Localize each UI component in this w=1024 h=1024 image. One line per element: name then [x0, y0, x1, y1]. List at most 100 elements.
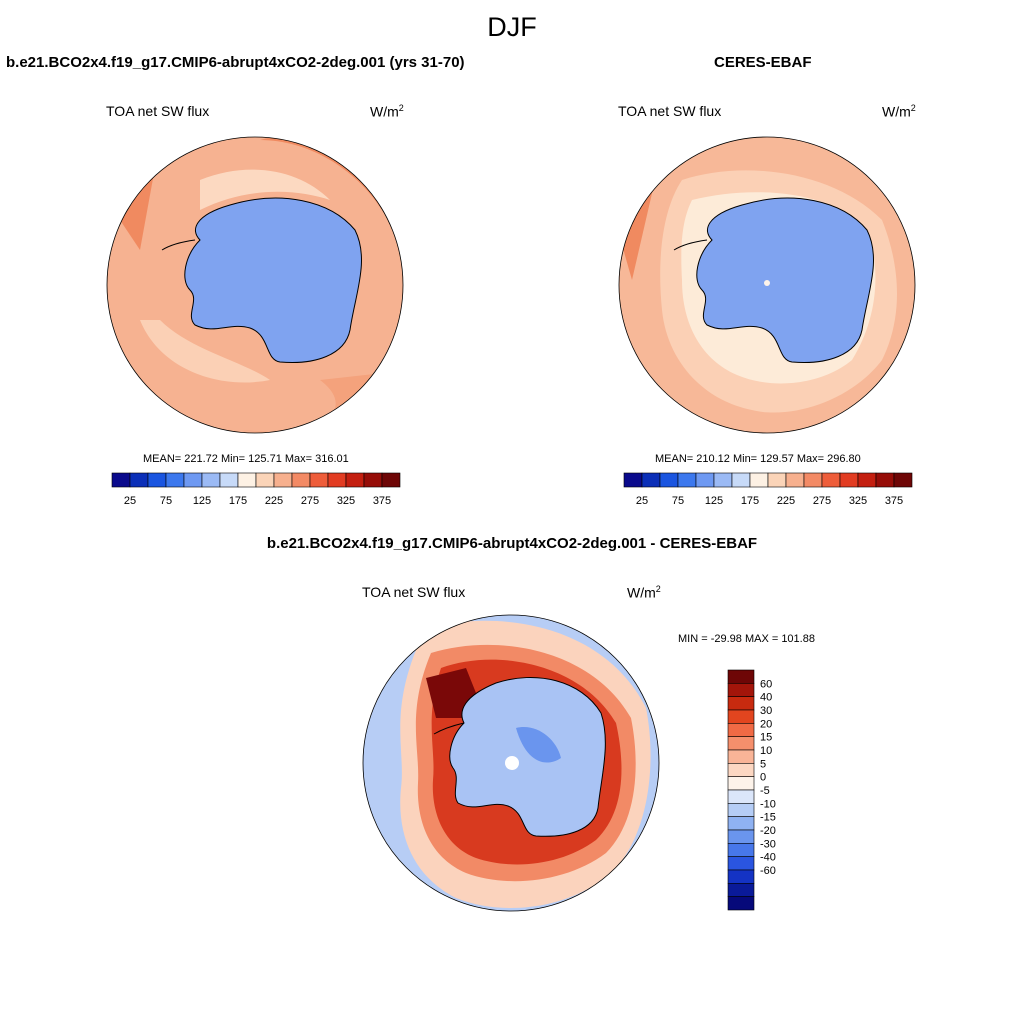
- panel1-colorbar: 25 75 125 175 225 275 325 375: [111, 472, 401, 507]
- panel1-colorbar-box-3: [165, 472, 185, 488]
- panel1-colorbar-box-4: [183, 472, 203, 488]
- panel1-colorbar-label-2: 125: [193, 495, 211, 507]
- panel1-units-label: W/m2: [370, 103, 404, 120]
- figure-title: DJF: [487, 12, 537, 42]
- panel3-colorbar-label-9: -10: [760, 798, 776, 810]
- panel1-variable-label: TOA net SW flux: [106, 103, 210, 119]
- panel2-peninsula: [673, 239, 708, 251]
- panel2-map-border: [618, 136, 916, 434]
- panel3-colorbar-box-14: [727, 856, 755, 871]
- panel2-colorbar-box-0: [623, 472, 643, 488]
- panel1-colorbar-label-3: 175: [229, 495, 247, 507]
- panel3-colorbar-label-10: -15: [760, 812, 776, 824]
- panel2-units-label: W/m2: [882, 103, 916, 120]
- panel2-colorbar-label-5: 275: [813, 495, 831, 507]
- panel3-map: [362, 614, 660, 912]
- panel3-pole-missing: [505, 756, 519, 770]
- panel2-colorbar-box-7: [749, 472, 769, 488]
- panel3-colorbar-label-4: 15: [760, 732, 772, 744]
- panel3-colorbar-label-11: -20: [760, 825, 776, 837]
- panel2-colorbar-box-10: [803, 472, 823, 488]
- panel3-colorbar-label-2: 30: [760, 705, 772, 717]
- panel3-colorbar-label-14: -60: [760, 865, 776, 877]
- panel3-units-label: W/m2: [627, 584, 661, 601]
- panel2-colorbar-label-0: 25: [636, 495, 648, 507]
- panel1-colorbar-box-1: [129, 472, 149, 488]
- panel3-colorbar-box-13: [727, 843, 755, 857]
- panel3-colorbar-label-6: 5: [760, 758, 766, 770]
- panel2-colorbar-box-1: [641, 472, 661, 488]
- panel3-map-border: [362, 614, 660, 912]
- panel3-colorbar-box-17: [727, 896, 755, 911]
- panel2-pole-missing: [764, 280, 770, 286]
- panel2-colorbar-box-6: [731, 472, 751, 488]
- panel3-colorbar-label-3: 20: [760, 718, 772, 730]
- panel1-colorbar-box-10: [291, 472, 311, 488]
- panel1-antarctica: [184, 197, 362, 364]
- panel1-colorbar-label-6: 325: [337, 495, 355, 507]
- panel3-colorbar-box-8: [727, 776, 755, 791]
- panel1-map-border: [106, 136, 404, 434]
- panel3-colorbar-label-5: 10: [760, 745, 772, 757]
- panel1-colorbar-box-0: [111, 472, 131, 488]
- panel1-colorbar-box-6: [219, 472, 239, 488]
- panel3-colorbar-box-1: [727, 683, 755, 697]
- panel2-colorbar-box-14: [875, 472, 895, 488]
- panel3-colorbar-box-15: [727, 869, 755, 884]
- panel3-colorbar-label-13: -40: [760, 852, 776, 864]
- panel3-colorbar-box-11: [727, 816, 755, 831]
- panel3-colorbar-label-12: -30: [760, 838, 776, 850]
- panel3-colorbar-label-8: -5: [760, 785, 770, 797]
- panel2-colorbar-label-7: 375: [885, 495, 903, 507]
- panel3-case-title: b.e21.BCO2x4.f19_g17.CMIP6-abrupt4xCO2-2…: [266, 535, 758, 552]
- panel1-colorbar-box-14: [363, 472, 383, 488]
- panel1-colorbar-box-15: [381, 472, 401, 488]
- panel1-colorbar-box-12: [327, 472, 347, 488]
- panel1-case-title: b.e21.BCO2x4.f19_g17.CMIP6-abrupt4xCO2-2…: [6, 54, 465, 71]
- panel1-map: [106, 136, 404, 434]
- panel1-colorbar-label-5: 275: [301, 495, 319, 507]
- panel3-colorbar-box-16: [727, 883, 755, 897]
- panel2-colorbar-box-11: [821, 472, 841, 488]
- panel2-colorbar-box-4: [695, 472, 715, 488]
- panel2-colorbar-box-9: [785, 472, 805, 488]
- panel2-colorbar-box-12: [839, 472, 859, 488]
- panel3-colorbar-box-2: [727, 696, 755, 711]
- panel2-colorbar-label-4: 225: [777, 495, 795, 507]
- panel2-map: [618, 136, 916, 434]
- panel1-high-flux-band-ne: [260, 137, 403, 280]
- panel2-colorbar-box-15: [893, 472, 913, 488]
- panel3-colorbar-box-9: [727, 789, 755, 804]
- panel2-antarctica: [696, 197, 874, 364]
- panel2-colorbar-label-2: 125: [705, 495, 723, 507]
- panel3-colorbar-label-7: 0: [760, 772, 766, 784]
- panel2-colorbar-label-1: 75: [672, 495, 684, 507]
- panel1-colorbar-box-8: [255, 472, 275, 488]
- panel3-colorbar-label-0: 60: [760, 678, 772, 690]
- panel1-colorbar-label-0: 25: [124, 495, 136, 507]
- panel1-low-flux-band-sw: [140, 320, 270, 383]
- panel2-colorbar-label-3: 175: [741, 495, 759, 507]
- panel1-colorbar-box-11: [309, 472, 329, 488]
- panel1-stats: MEAN= 221.72 Min= 125.71 Max= 316.01: [143, 453, 349, 465]
- panel2-colorbar-box-13: [857, 472, 877, 488]
- panel2-variable-label: TOA net SW flux: [618, 103, 722, 119]
- panel3-colorbar-box-5: [727, 736, 755, 751]
- panel3-colorbar-box-3: [727, 709, 755, 724]
- panel2-case-title: CERES-EBAF: [714, 54, 812, 71]
- panel1-colorbar-box-5: [201, 472, 221, 488]
- panel3-antarctica: [449, 677, 606, 837]
- panel3-colorbar-box-6: [727, 749, 755, 764]
- panel1-colorbar-box-9: [273, 472, 293, 488]
- panel3-variable-label: TOA net SW flux: [362, 584, 466, 600]
- panel1-peninsula: [161, 239, 196, 251]
- panel2-colorbar-label-6: 325: [849, 495, 867, 507]
- panel2-colorbar-box-3: [677, 472, 697, 488]
- panel3-colorbar-box-4: [727, 723, 755, 737]
- panel1-colorbar-label-4: 225: [265, 495, 283, 507]
- panel1-colorbar-label-7: 375: [373, 495, 391, 507]
- panel3-colorbar-box-7: [727, 763, 755, 777]
- panel1-colorbar-box-7: [237, 472, 257, 488]
- panel2-colorbar: 25 75 125 175 225 275 325 375: [623, 472, 913, 507]
